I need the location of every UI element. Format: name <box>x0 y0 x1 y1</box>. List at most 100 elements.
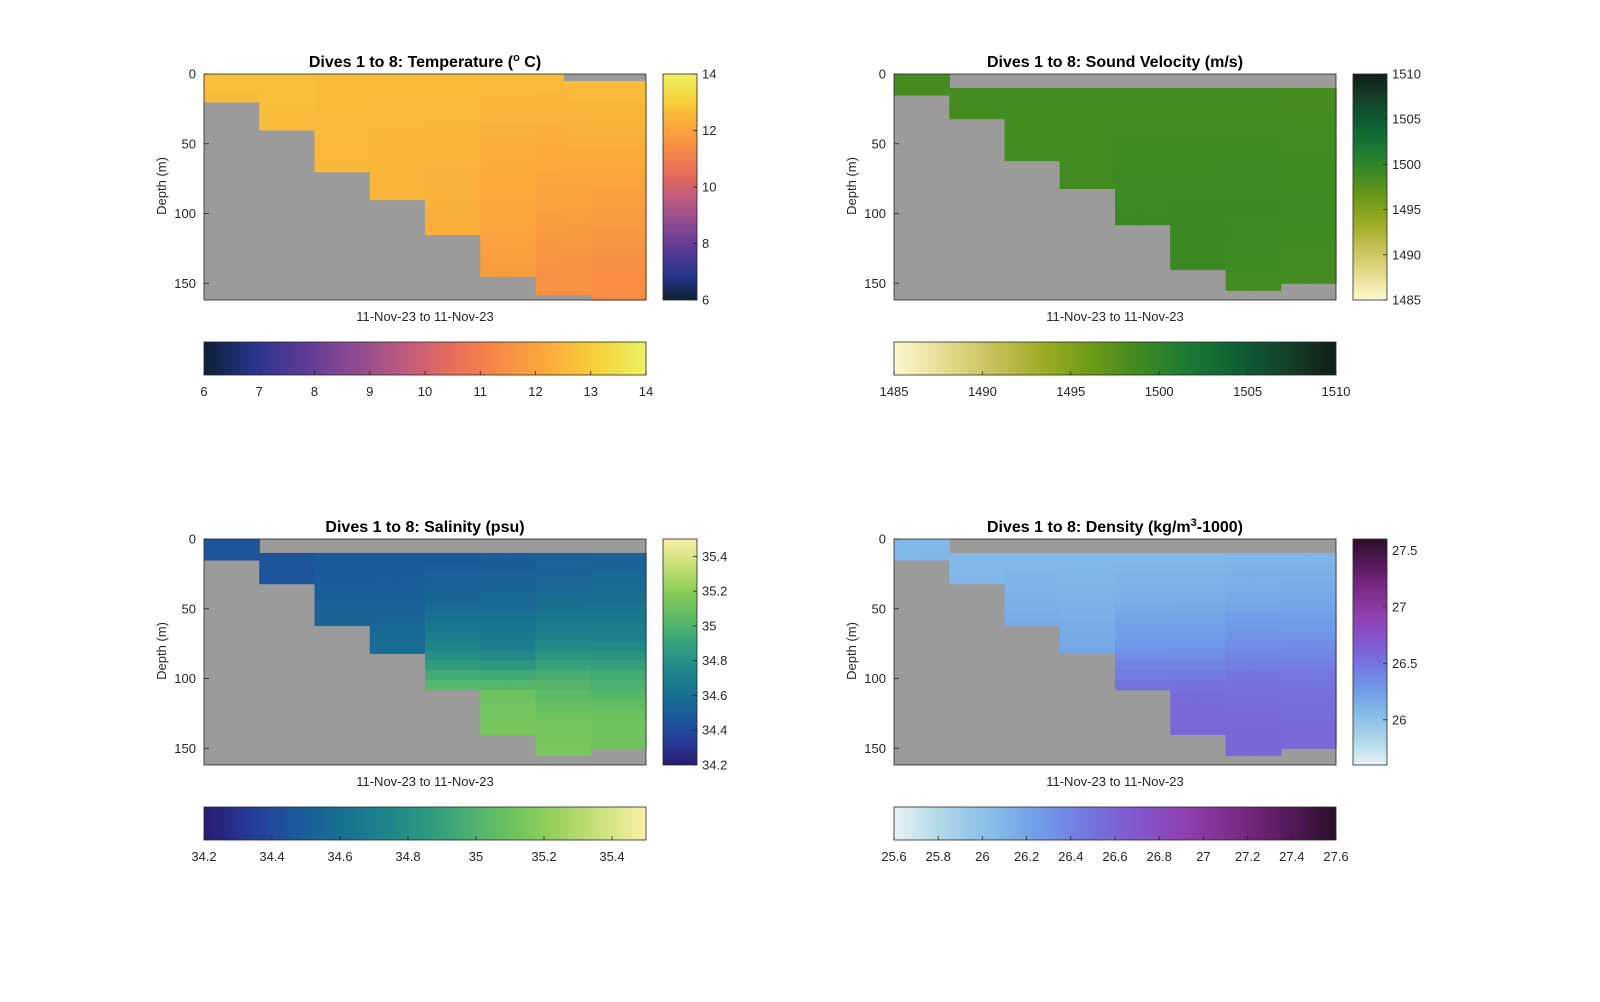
heatmap-cell <box>949 117 978 120</box>
heatmap-cell <box>1197 234 1227 245</box>
heatmap-cell <box>1280 611 1309 622</box>
heatmap-cell <box>480 200 509 212</box>
heatmap-cell <box>452 592 481 603</box>
heatmap-cell <box>1059 621 1088 632</box>
heatmap-cell <box>590 178 619 189</box>
heatmap-cell <box>231 93 260 103</box>
heatmap-cell <box>949 562 978 574</box>
heatmap-cell <box>1059 146 1088 157</box>
heatmap-cell <box>1308 562 1337 574</box>
heatmap-cell <box>563 286 592 296</box>
heatmap-cell <box>1280 234 1309 245</box>
heatmap-cell <box>618 217 647 229</box>
heatmap-cell <box>1253 699 1282 710</box>
heatmap-cell <box>1280 650 1309 661</box>
heatmap-cell <box>1142 156 1171 167</box>
heatmap-cell <box>1197 552 1227 564</box>
heatmap-cell <box>1280 156 1309 167</box>
heatmap-cell <box>1115 611 1144 622</box>
heatmap-cell <box>1170 650 1199 661</box>
heatmap-cell <box>1280 263 1309 275</box>
heatmap-cell <box>507 240 537 251</box>
heatmap-cell <box>1170 117 1199 128</box>
heatmap-cell <box>425 611 454 622</box>
heatmap-cell <box>1225 185 1254 196</box>
heatmap-cell <box>369 650 398 654</box>
heatmap-cell <box>1253 631 1282 642</box>
heatmap-cell <box>1197 87 1227 99</box>
heatmap-cell <box>1032 97 1061 109</box>
heatmap-cell <box>1308 738 1337 749</box>
heatmap-cell <box>425 93 454 104</box>
heatmap-cell <box>535 220 564 231</box>
side-colorbar-tick-label: 1485 <box>1392 293 1421 308</box>
heatmap-cell <box>1004 601 1033 613</box>
heatmap-cell <box>286 113 316 124</box>
heatmap-cell <box>1170 582 1199 593</box>
heatmap-cell <box>507 161 537 173</box>
heatmap-cell <box>563 129 592 141</box>
heatmap-cell <box>1253 679 1282 691</box>
x-axis-label: 11-Nov-23 to 11-Nov-23 <box>1046 309 1184 324</box>
heatmap-cell <box>259 552 288 564</box>
heatmap-cell <box>1142 572 1171 583</box>
heatmap-cell <box>1197 244 1227 255</box>
heatmap-cell <box>342 552 371 564</box>
heatmap-cell <box>452 631 481 642</box>
heatmap-cell <box>480 259 509 270</box>
heatmap-cell <box>452 640 481 652</box>
heatmap-cell <box>1059 166 1088 177</box>
heatmap-cell <box>397 171 426 183</box>
heatmap-cell <box>1170 175 1199 187</box>
heatmap-cell <box>1308 127 1337 138</box>
heatmap-cell <box>369 132 398 143</box>
heatmap-cell <box>949 582 978 585</box>
heatmap-cell <box>425 142 454 153</box>
heatmap-cell <box>1142 175 1171 187</box>
heatmap-cell <box>1170 244 1199 255</box>
heatmap-cell <box>342 113 371 124</box>
heatmap-cell <box>618 631 647 642</box>
heatmap-cell <box>507 269 537 277</box>
y-tick-label: 100 <box>174 206 196 221</box>
heatmap-cell <box>590 207 619 219</box>
bottom-colorbar-tick-label: 35.4 <box>599 849 624 864</box>
heatmap-cell <box>590 168 619 180</box>
heatmap-cell <box>1253 670 1282 681</box>
heatmap-cell <box>1197 650 1227 661</box>
heatmap-cell <box>480 171 509 183</box>
heatmap-cell <box>1004 127 1033 138</box>
heatmap-cell <box>1280 738 1309 749</box>
heatmap-cell <box>1032 146 1061 157</box>
heatmap-cell <box>976 117 1006 120</box>
heatmap-cell <box>563 266 592 277</box>
heatmap-cell <box>1225 670 1254 681</box>
heatmap-cell <box>425 572 454 583</box>
heatmap-cell <box>231 558 260 561</box>
heatmap-cell <box>1280 273 1309 284</box>
heatmap-cell <box>1170 253 1199 265</box>
heatmap-cell <box>452 679 481 691</box>
heatmap-cell <box>1280 127 1309 138</box>
heatmap-cell <box>1253 136 1282 148</box>
heatmap-cell <box>369 611 398 622</box>
heatmap-cell <box>369 113 398 124</box>
axes-frame <box>203 73 647 301</box>
heatmap-cell <box>563 699 592 710</box>
heatmap-cell <box>480 699 509 710</box>
side-colorbar-tick-label: 1500 <box>1392 157 1421 172</box>
heatmap-cell <box>535 650 564 661</box>
bottom-colorbar-tick-label: 8 <box>311 384 318 399</box>
heatmap-cell <box>342 611 371 622</box>
heatmap-cell <box>342 592 371 603</box>
heatmap-cell <box>1225 166 1254 177</box>
heatmap-cell <box>1059 117 1088 128</box>
heatmap-cell <box>1142 621 1171 632</box>
heatmap-cell <box>425 621 454 632</box>
heatmap-cell <box>535 191 564 202</box>
heatmap-cell <box>590 256 619 268</box>
heatmap-cell <box>921 539 950 550</box>
heatmap-cell <box>1170 572 1199 583</box>
heatmap-cell <box>1087 117 1116 128</box>
heatmap-cell <box>1170 263 1199 270</box>
